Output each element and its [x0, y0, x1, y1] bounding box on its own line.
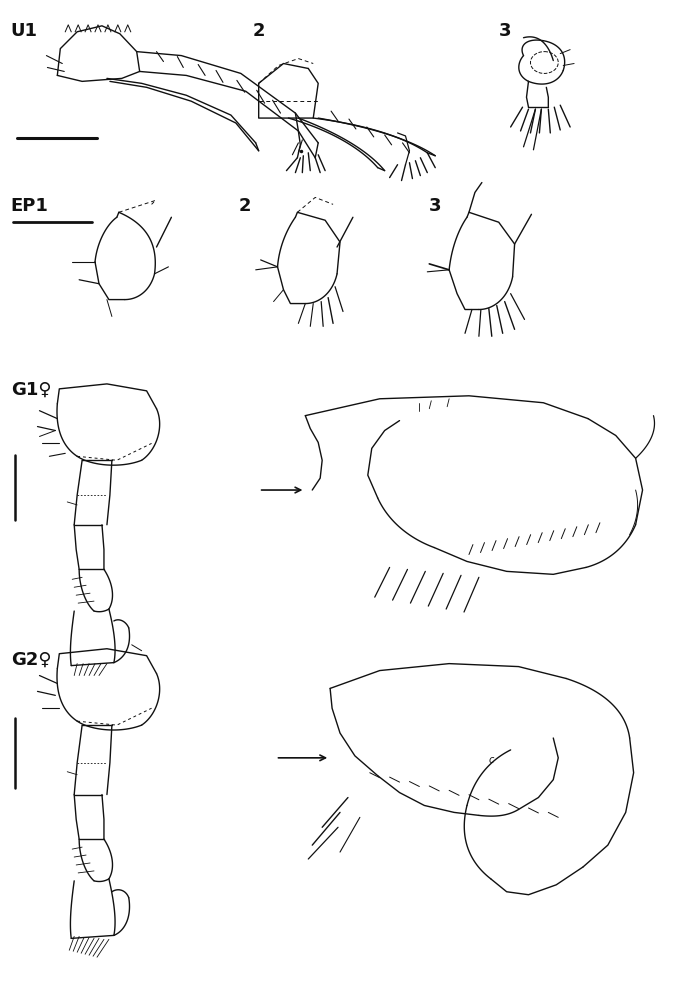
- Text: U1: U1: [11, 22, 38, 40]
- Text: 2: 2: [252, 22, 265, 40]
- Text: 3: 3: [429, 198, 442, 215]
- Text: 2: 2: [239, 198, 251, 215]
- Text: G2♀: G2♀: [11, 651, 51, 669]
- Text: EP1: EP1: [11, 198, 49, 215]
- Text: 3: 3: [499, 22, 511, 40]
- Text: c: c: [489, 755, 494, 765]
- Text: G1♀: G1♀: [11, 381, 51, 399]
